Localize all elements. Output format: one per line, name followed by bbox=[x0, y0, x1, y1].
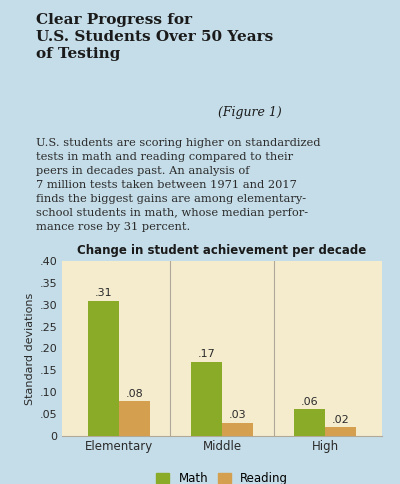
Text: .06: .06 bbox=[301, 397, 318, 408]
Text: .31: .31 bbox=[94, 288, 112, 298]
Bar bbox=[88, 301, 119, 436]
Bar bbox=[119, 401, 150, 436]
Bar bbox=[191, 362, 222, 436]
Bar bbox=[294, 409, 325, 436]
Text: .03: .03 bbox=[229, 410, 246, 420]
Text: .08: .08 bbox=[125, 389, 143, 399]
Text: (Figure 1): (Figure 1) bbox=[218, 106, 282, 119]
Bar bbox=[222, 423, 253, 436]
Y-axis label: Standard deviations: Standard deviations bbox=[25, 292, 35, 405]
Legend: Math, Reading: Math, Reading bbox=[156, 472, 288, 484]
Title: Change in student achievement per decade: Change in student achievement per decade bbox=[77, 244, 367, 257]
Text: U.S. students are scoring higher on standardized
tests in math and reading compa: U.S. students are scoring higher on stan… bbox=[36, 138, 320, 232]
Text: Clear Progress for
U.S. Students Over 50 Years
of Testing: Clear Progress for U.S. Students Over 50… bbox=[36, 14, 273, 61]
Text: .17: .17 bbox=[198, 349, 215, 359]
Bar bbox=[325, 427, 356, 436]
Text: .02: .02 bbox=[332, 415, 350, 425]
